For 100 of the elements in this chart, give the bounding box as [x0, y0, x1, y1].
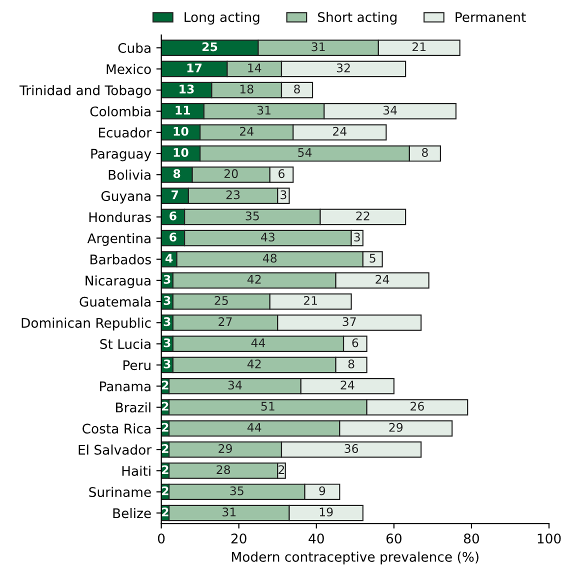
data-label: 14	[248, 64, 262, 72]
data-label: 23	[226, 190, 240, 200]
data-label: 26	[410, 402, 424, 411]
y-tick-label: Ecuador	[98, 127, 152, 138]
data-label: 5	[370, 254, 376, 263]
y-tick-label: Haiti	[122, 466, 150, 476]
data-label: 7	[172, 190, 178, 200]
data-label: 27	[218, 317, 232, 326]
y-tick-label: Cuba	[118, 42, 150, 53]
data-label: 3	[164, 296, 170, 305]
data-label: 3	[164, 359, 170, 368]
legend-label: Short acting	[318, 12, 396, 25]
data-label: 6	[278, 169, 285, 178]
data-label: 2	[162, 508, 168, 516]
data-label: 31	[257, 106, 270, 115]
data-label: 48	[262, 254, 277, 263]
data-label: 19	[320, 508, 333, 516]
data-label: 2	[162, 486, 168, 496]
y-tick-label: Suriname	[89, 486, 151, 498]
data-label: 21	[412, 42, 426, 52]
data-label: 3	[164, 274, 170, 284]
data-label: 10	[174, 126, 188, 136]
x-tick-label: 20	[231, 534, 246, 544]
y-tick-label: Colombia	[90, 106, 150, 116]
y-tick-label: Nicaragua	[86, 275, 150, 288]
data-label: 44	[247, 423, 262, 432]
data-label: 35	[246, 211, 259, 220]
data-label: 3	[164, 338, 170, 348]
data-label: 22	[356, 211, 370, 220]
data-label: 2	[162, 444, 168, 453]
data-label: 28	[216, 465, 230, 474]
data-label: 8	[173, 169, 180, 178]
data-label: 11	[176, 106, 190, 114]
legend-label: Long acting	[184, 12, 260, 25]
data-label: 31	[222, 508, 236, 516]
data-label: 29	[218, 444, 232, 453]
y-tick-label: Bolivia	[108, 170, 150, 180]
data-label: 9	[319, 486, 326, 496]
y-tick-label: Peru	[124, 360, 150, 370]
x-tick-label: 0	[158, 534, 165, 544]
data-label: 32	[336, 63, 350, 72]
y-tick-label: Argentina	[87, 233, 150, 246]
y-tick-label: Panama	[100, 382, 150, 392]
data-label: 18	[240, 84, 254, 94]
data-label: 34	[383, 106, 397, 115]
data-label: 3	[354, 232, 360, 242]
data-label: 37	[342, 317, 356, 326]
data-label: 2	[162, 422, 168, 432]
data-label: 4	[165, 254, 173, 263]
data-label: 29	[389, 422, 403, 432]
y-tick-label: Guatemala	[80, 296, 150, 307]
y-tick-label: Barbados	[90, 254, 151, 264]
x-tick-label: 100	[538, 534, 561, 544]
data-label: 54	[298, 148, 312, 157]
data-label: 17	[187, 64, 202, 72]
data-label: 3	[164, 317, 170, 326]
data-label: 21	[304, 296, 317, 305]
data-label: 8	[294, 84, 300, 94]
data-label: 31	[312, 42, 325, 52]
y-tick-label: Paraguay	[91, 148, 152, 162]
data-label: 20	[224, 169, 238, 178]
y-tick-label: Dominican Republic	[22, 318, 151, 330]
data-label: 25	[214, 296, 228, 305]
data-label: 24	[376, 274, 390, 284]
data-label: 2	[162, 380, 168, 390]
data-label: 8	[348, 359, 354, 368]
data-label: 13	[180, 84, 194, 94]
data-label: 24	[333, 126, 347, 136]
x-axis-title: Modern contraceptive prevalence (%)	[232, 552, 478, 564]
y-tick-label: Costa Rica	[82, 423, 150, 434]
data-label: 34	[228, 380, 242, 390]
y-tick-label: Guyana	[101, 191, 150, 204]
data-label: 10	[174, 148, 188, 157]
y-tick-label: Trinidad and Tobago	[19, 85, 151, 98]
y-tick-label: Honduras	[89, 212, 151, 222]
data-label: 3	[280, 190, 286, 200]
data-label: 36	[344, 444, 358, 453]
data-label: 35	[230, 486, 244, 496]
data-label: 2	[162, 402, 168, 411]
data-label: 42	[247, 274, 261, 284]
y-tick-label: Brazil	[116, 402, 150, 412]
x-tick-label: 60	[386, 534, 402, 544]
data-label: 42	[247, 359, 261, 368]
y-tick-label: El Salvador	[78, 444, 152, 455]
x-tick-label: 40	[308, 534, 324, 544]
y-tick-label: St Lucia	[100, 338, 150, 350]
data-label: 8	[422, 148, 428, 157]
data-label: 6	[352, 338, 358, 348]
data-label: 51	[261, 402, 274, 411]
legend-label: Permanent	[456, 12, 526, 22]
x-tick-label: 80	[464, 534, 479, 544]
data-label: 44	[251, 338, 266, 348]
data-label: 24	[240, 126, 254, 136]
data-label: 6	[170, 211, 176, 220]
data-label: 2	[162, 465, 168, 474]
y-tick-label: Belize	[113, 508, 151, 518]
data-label: 24	[340, 380, 354, 390]
y-tick-label: Mexico	[106, 64, 151, 74]
data-label: 6	[170, 232, 176, 242]
data-label: 43	[260, 232, 274, 242]
